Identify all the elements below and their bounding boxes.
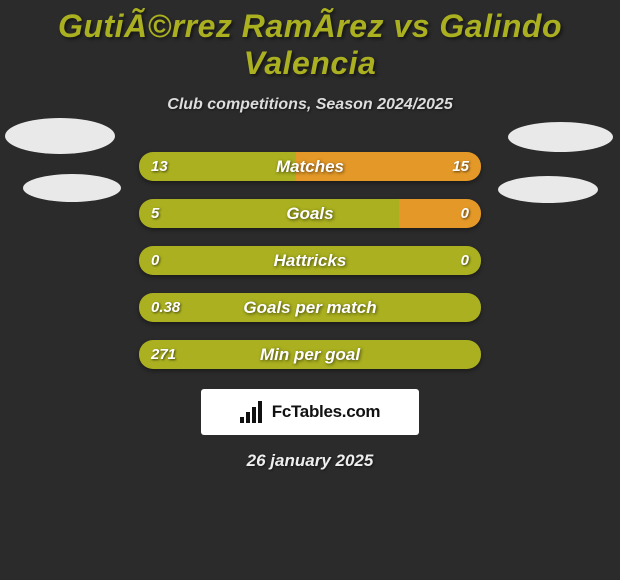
brand-name: FcTables.com [272, 402, 381, 422]
player-right-avatar-1 [508, 122, 613, 152]
stat-bar-row: Goals per match0.38 [139, 293, 481, 322]
stat-bar-row: Goals50 [139, 199, 481, 228]
player-left-avatar-1 [5, 118, 115, 154]
stat-bar-left-segment [139, 152, 296, 181]
stat-bars-container: Matches1315 Goals50 Hattricks00 Goals per m… [139, 152, 481, 369]
stat-bar-row: Matches1315 [139, 152, 481, 181]
stat-bar-right-segment [296, 152, 481, 181]
player-right-avatar-2 [498, 176, 598, 203]
stat-bar-row: Hattricks00 [139, 246, 481, 275]
stat-bar-row: Min per goal271 [139, 340, 481, 369]
stat-bar-left-segment [139, 246, 481, 275]
stat-bar-left-segment [139, 199, 399, 228]
brand-badge: FcTables.com [201, 389, 419, 435]
brand-icon [240, 401, 266, 423]
player-left-avatar-2 [23, 174, 121, 202]
subtitle: Club competitions, Season 2024/2025 [0, 96, 620, 114]
stat-bar-left-segment [139, 340, 481, 369]
page-title: GutiÃ©rrez RamÃ­rez vs Galindo Valencia [0, 8, 620, 82]
stat-bar-left-segment [139, 293, 481, 322]
stat-bar-right-segment [399, 199, 481, 228]
date-label: 26 january 2025 [0, 451, 620, 471]
